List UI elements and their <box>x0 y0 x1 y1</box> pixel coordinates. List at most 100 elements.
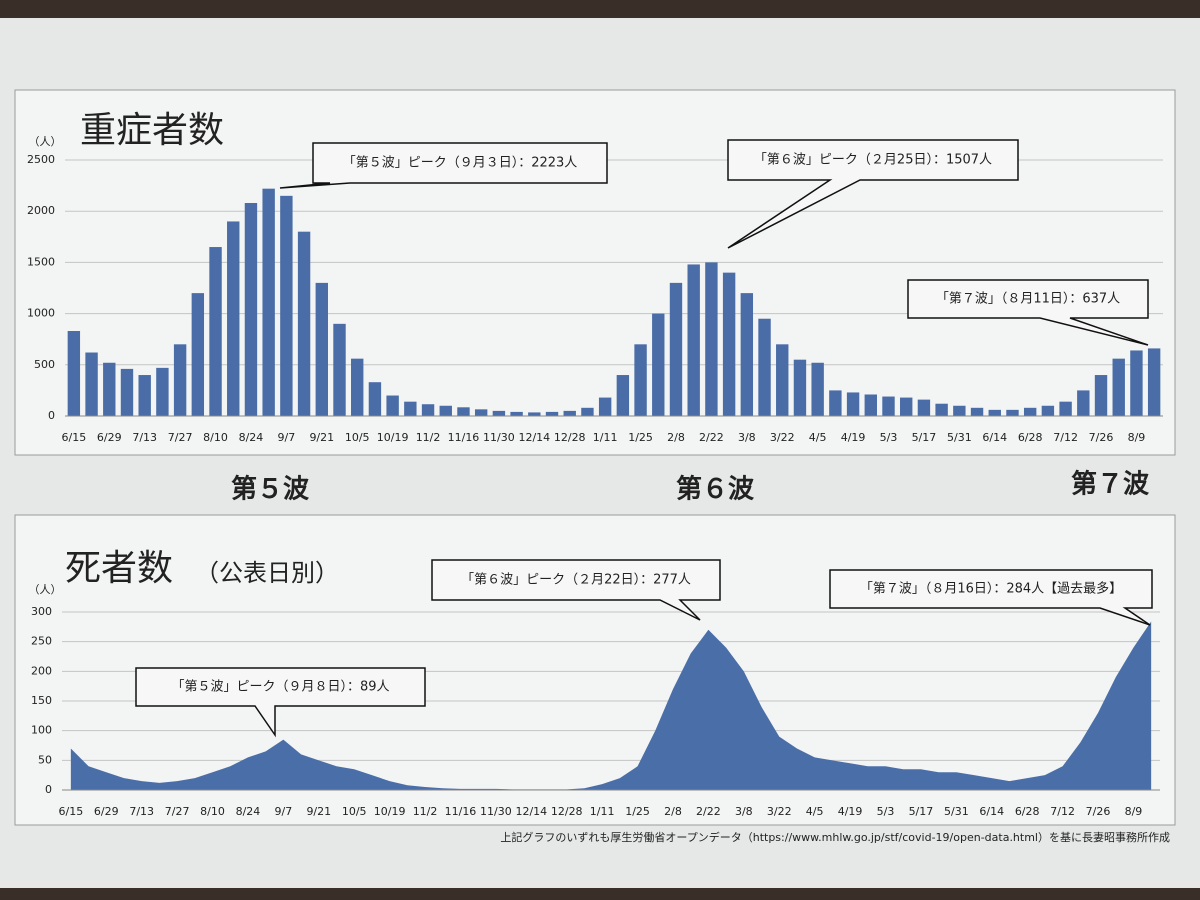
y-unit: （人） <box>29 583 62 596</box>
x-tick-label: 8/24 <box>239 431 264 444</box>
bar <box>1094 375 1108 416</box>
bar <box>351 358 364 416</box>
x-tick-label: 6/28 <box>1015 805 1040 818</box>
x-tick-label: 2/8 <box>667 431 685 444</box>
x-tick-label: 7/27 <box>165 805 190 818</box>
x-tick-label: 12/28 <box>551 805 583 818</box>
y-tick-label: 0 <box>48 409 55 422</box>
bar <box>138 375 151 416</box>
bar <box>528 412 541 416</box>
bar <box>864 394 877 416</box>
bar <box>846 392 860 416</box>
bar <box>705 262 718 416</box>
bar <box>439 405 452 416</box>
bar <box>1147 348 1161 416</box>
bar <box>598 397 612 416</box>
x-tick-label: 8/9 <box>1128 431 1146 444</box>
bar <box>970 407 984 416</box>
bar <box>581 407 594 416</box>
x-tick-label: 6/14 <box>979 805 1004 818</box>
x-tick-label: 6/15 <box>62 431 87 444</box>
bar <box>669 282 683 416</box>
x-tick-label: 4/19 <box>841 431 866 444</box>
bar <box>634 344 647 416</box>
wave-label: 第７波 <box>1071 469 1150 500</box>
x-tick-label: 11/30 <box>483 431 515 444</box>
x-tick-label: 6/29 <box>94 805 119 818</box>
x-tick-label: 8/9 <box>1125 805 1143 818</box>
x-tick-label: 2/22 <box>696 805 721 818</box>
bar <box>173 344 187 416</box>
y-tick-label: 100 <box>31 724 52 737</box>
bar <box>297 231 311 416</box>
y-tick-label: 500 <box>34 358 55 371</box>
bar <box>333 323 346 416</box>
x-tick-label: 3/8 <box>738 431 756 444</box>
x-tick-label: 4/5 <box>806 805 824 818</box>
bar <box>917 399 931 416</box>
wave-label: 第６波 <box>676 474 755 505</box>
x-tick-label: 1/11 <box>590 805 615 818</box>
x-tick-label: 6/28 <box>1018 431 1043 444</box>
chart-subtitle: （公表日別） <box>195 559 339 587</box>
bar <box>1059 401 1072 416</box>
y-tick-label: 2500 <box>27 153 55 166</box>
x-tick-label: 1/25 <box>625 805 650 818</box>
bar <box>1023 407 1037 416</box>
bar <box>421 404 435 416</box>
bar <box>244 203 258 416</box>
x-tick-label: 1/11 <box>593 431 618 444</box>
annotation: 「第５波」ピーク（９月８日）：89人 <box>171 680 389 695</box>
x-tick-label: 7/26 <box>1086 805 1111 818</box>
bar <box>882 396 895 416</box>
x-tick-label: 7/26 <box>1089 431 1114 444</box>
bar <box>85 352 98 416</box>
x-tick-label: 2/22 <box>699 431 724 444</box>
annotation: 「第７波」（８月11日）：637人 <box>936 292 1120 307</box>
y-tick-label: 1000 <box>27 307 55 320</box>
x-tick-label: 11/2 <box>416 431 441 444</box>
bar <box>386 395 399 416</box>
bar <box>1041 405 1055 416</box>
bar <box>1130 350 1143 416</box>
bar <box>209 247 222 416</box>
callout <box>829 569 1153 626</box>
x-tick-label: 4/19 <box>838 805 863 818</box>
chart-title: 死者数 <box>65 548 173 589</box>
x-tick-label: 2/8 <box>664 805 682 818</box>
bar <box>227 221 240 416</box>
x-tick-label: 9/21 <box>306 805 331 818</box>
bar <box>492 410 506 416</box>
footnote: 上記グラフのいずれも厚生労働省オープンデータ（https://www.mhlw.… <box>500 830 1170 844</box>
y-tick-label: 200 <box>31 664 52 677</box>
x-tick-label: 8/10 <box>200 805 225 818</box>
bar <box>545 411 559 416</box>
callout <box>279 142 608 189</box>
bar <box>758 318 771 416</box>
bar <box>563 410 576 416</box>
x-tick-label: 4/5 <box>809 431 827 444</box>
bar <box>67 331 81 416</box>
bar <box>687 264 700 416</box>
x-tick-label: 8/24 <box>236 805 261 818</box>
x-tick-label: 7/13 <box>132 431 157 444</box>
bar <box>722 272 736 416</box>
callout <box>727 139 1019 249</box>
callout <box>907 279 1149 346</box>
bar <box>510 411 523 416</box>
x-tick-label: 3/8 <box>735 805 753 818</box>
bar <box>315 282 328 416</box>
bar <box>368 382 382 416</box>
x-tick-label: 3/22 <box>770 431 795 444</box>
annotation: 「第６波」ピーク（２月22日）：277人 <box>461 573 691 588</box>
x-tick-label: 11/16 <box>448 431 480 444</box>
y-tick-label: 250 <box>31 635 52 648</box>
bar <box>652 313 665 416</box>
x-tick-label: 9/7 <box>275 805 293 818</box>
bar <box>953 405 966 416</box>
x-tick-label: 5/31 <box>947 431 972 444</box>
bar <box>829 390 842 416</box>
bar <box>120 368 134 416</box>
bar <box>191 293 205 416</box>
x-tick-label: 9/7 <box>278 431 296 444</box>
